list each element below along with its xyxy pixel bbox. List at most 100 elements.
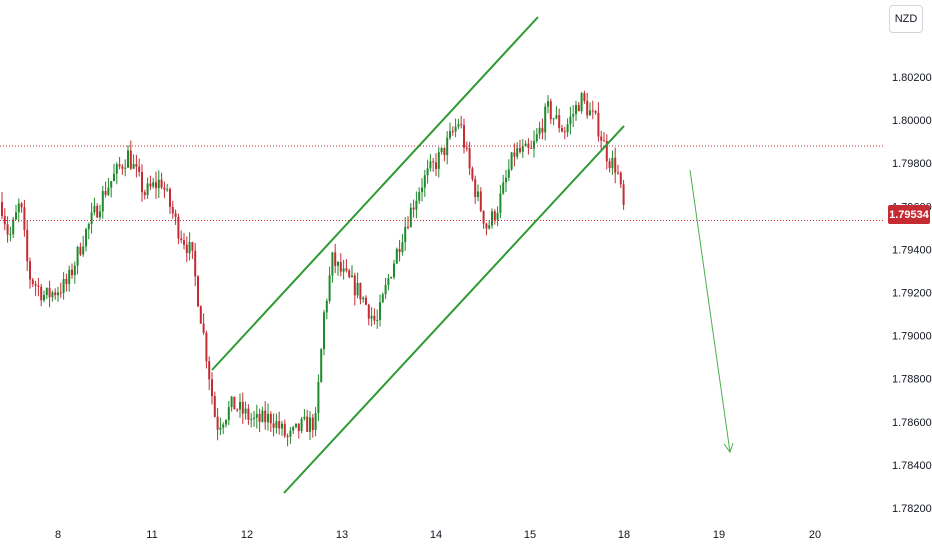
candle-body [241, 401, 244, 414]
candle-body [507, 169, 510, 178]
x-tick-label: 11 [146, 529, 157, 541]
candle-body [491, 211, 493, 226]
candle-body [317, 382, 320, 414]
candle-body [519, 148, 521, 152]
candle-body [17, 203, 20, 213]
candle-body [605, 141, 608, 162]
candle-body [68, 269, 71, 285]
candle-body [85, 229, 87, 247]
candle-body [160, 179, 163, 188]
candle-body [415, 200, 418, 210]
candle-body [197, 276, 199, 307]
candle-body [558, 115, 561, 129]
candle-body [384, 284, 387, 295]
candle-body [561, 128, 563, 132]
time-axis: 8 11 12 13 14 15 18 19 20 [55, 529, 821, 541]
candle-body [227, 407, 230, 420]
candle-body [342, 268, 345, 272]
candle-body [300, 418, 303, 432]
candle-body [303, 416, 306, 419]
candle-body [468, 148, 471, 169]
candle-body [297, 423, 300, 432]
candle-body [412, 207, 415, 210]
candle-body [572, 114, 575, 117]
y-tick-label: 1.79000 [892, 331, 932, 343]
candle-body [482, 210, 485, 224]
candle-body [155, 182, 157, 189]
candle-body [309, 417, 311, 432]
candle-body [460, 124, 463, 126]
candle-body [250, 418, 253, 420]
candle-body [34, 283, 37, 286]
candle-body [183, 240, 185, 245]
candle-body [586, 100, 589, 116]
candle-body [152, 182, 155, 187]
candle-body [110, 181, 113, 188]
candle-body [194, 250, 197, 277]
candle-body [96, 205, 99, 218]
candle-body [213, 396, 216, 417]
y-tick-label: 1.78200 [892, 503, 932, 515]
candle-body [429, 161, 432, 169]
candle-body [603, 140, 605, 142]
candle-body [451, 131, 454, 133]
candle-body [376, 319, 379, 321]
candle-body [311, 417, 314, 430]
candle-body [541, 127, 544, 133]
candle-body [404, 226, 407, 243]
candle-body [236, 409, 239, 411]
candle-body [600, 136, 603, 141]
candle-body [12, 219, 15, 235]
candle-body [93, 205, 96, 213]
candle-body [423, 175, 426, 188]
candle-body [283, 423, 286, 436]
candle-body [180, 238, 183, 241]
candle-body [521, 146, 524, 152]
candle-body [325, 300, 328, 313]
candle-body [129, 150, 132, 169]
currency-label[interactable]: NZD [889, 5, 923, 33]
candle-body [233, 396, 236, 410]
candle-body [353, 275, 356, 296]
candle-body [535, 134, 538, 141]
candle-body [339, 262, 342, 272]
candle-body [253, 417, 255, 419]
candle-body [432, 161, 435, 163]
candle-body [222, 424, 225, 428]
x-tick-label: 18 [618, 529, 630, 541]
candle-body [505, 177, 507, 183]
candle-body [337, 262, 339, 266]
candle-body [247, 408, 250, 420]
candle-body [163, 187, 166, 190]
candle-body [6, 224, 9, 235]
candle-body [15, 212, 17, 220]
candle-body [191, 242, 194, 251]
candle-body [43, 295, 45, 301]
candle-body [157, 179, 160, 189]
candle-body [71, 269, 73, 276]
candle-body [440, 147, 443, 153]
candle-body [23, 207, 26, 230]
candle-body [1, 201, 3, 217]
candle-body [99, 211, 101, 218]
candle-body [62, 278, 65, 293]
candle-body [351, 275, 353, 278]
candle-body [614, 157, 617, 173]
candle-body [435, 162, 437, 169]
candle-body [421, 187, 423, 193]
candle-body [499, 193, 502, 213]
candle-body [367, 304, 370, 319]
candle-body [348, 270, 351, 278]
candle-body [577, 105, 580, 112]
candle-body [463, 125, 465, 148]
candle-body [132, 164, 135, 169]
candle-body [292, 426, 295, 431]
candle-body [496, 212, 499, 220]
candle-body [390, 277, 393, 279]
candle-body [513, 152, 516, 157]
candle-body [40, 286, 43, 301]
candle-body [398, 248, 401, 253]
y-tick-label: 1.79400 [892, 244, 932, 256]
candle-body [138, 166, 141, 172]
